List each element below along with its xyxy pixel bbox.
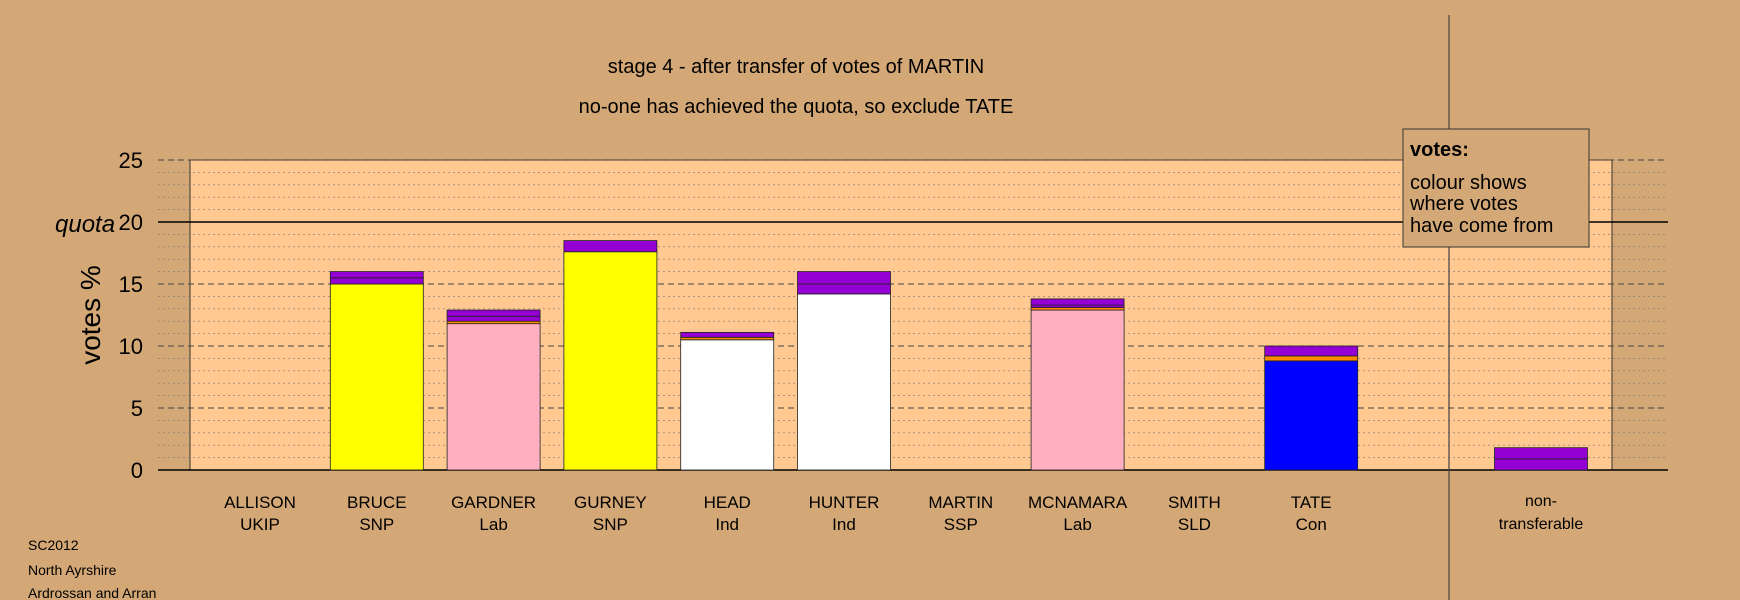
quota-label: quota	[55, 211, 115, 238]
chart-title: stage 4 - after transfer of votes of MAR…	[608, 56, 984, 78]
y-tick-label: 5	[131, 396, 143, 421]
candidate-name-label: MCNAMARA	[1028, 493, 1128, 512]
legend: votes: colour shows where votes have com…	[1402, 128, 1590, 248]
bar-gardner	[446, 309, 541, 471]
bar-segment	[563, 251, 658, 471]
footer-line-2: North Ayrshire	[28, 562, 117, 578]
plot-area	[189, 159, 1613, 471]
candidate-party-label: UKIP	[240, 515, 280, 534]
bar-segment	[1030, 309, 1125, 471]
bar-segment	[563, 240, 658, 253]
bar-gurney	[563, 240, 658, 471]
bar-segment	[680, 339, 775, 471]
y-tick-label: 10	[119, 334, 143, 359]
candidate-name-label: HUNTER	[809, 493, 880, 512]
bar-segment	[329, 283, 424, 471]
bars	[329, 240, 1588, 471]
chart-subtitle: no-one has achieved the quota, so exclud…	[579, 96, 1014, 118]
candidate-party-label: SNP	[593, 515, 628, 534]
candidate-name-label: GURNEY	[574, 493, 647, 512]
bar-nontransferable	[1494, 447, 1588, 471]
candidate-name-label: ALLISON	[224, 493, 296, 512]
bar-segment	[797, 293, 891, 471]
x-axis-labels: ALLISON UKIP BRUCE SNP GARDNER Lab GURNEY SNP HE…	[224, 493, 1332, 534]
legend-line-1: colour shows	[1410, 172, 1527, 194]
candidate-party-label: SLD	[1178, 515, 1211, 534]
y-tick-label: 25	[119, 148, 143, 173]
bar-segment	[446, 309, 541, 317]
bar-segment	[1264, 345, 1359, 357]
bar-segment	[1494, 447, 1588, 460]
bar-segment	[446, 315, 541, 322]
y-tick-label: 0	[131, 458, 143, 483]
legend-title: votes:	[1410, 139, 1469, 161]
nontransferable-label-line2: transferable	[1499, 516, 1584, 533]
candidate-party-label: Ind	[832, 515, 856, 534]
bar-segment	[680, 331, 775, 338]
nontransferable-label-line1: non-	[1525, 493, 1557, 510]
bar-segment	[329, 271, 424, 279]
candidate-name-label: SMITH	[1168, 493, 1221, 512]
candidate-name-label: MARTIN	[928, 493, 993, 512]
footer-line-3: Ardrossan and Arran	[28, 585, 156, 600]
legend-line-3: have come from	[1410, 215, 1553, 237]
bar-segment	[1030, 298, 1125, 306]
y-axis-ticks: 0 5 10 15 20 25	[119, 148, 143, 483]
bar-hunter	[797, 271, 891, 471]
candidate-party-label: SSP	[944, 515, 978, 534]
bar-mcnamara	[1030, 298, 1125, 471]
y-tick-label: 20	[119, 210, 143, 235]
candidate-party-label: Con	[1296, 515, 1327, 534]
y-axis-label: votes %	[75, 265, 106, 365]
candidate-name-label: BRUCE	[347, 493, 407, 512]
bar-segment	[797, 271, 891, 285]
candidate-party-label: SNP	[359, 515, 394, 534]
bar-segment	[329, 277, 424, 285]
legend-box	[1402, 128, 1590, 248]
bar-segment	[1264, 360, 1359, 471]
y-tick-label: 15	[119, 272, 143, 297]
candidate-party-label: Lab	[1063, 515, 1091, 534]
candidate-name-label: GARDNER	[451, 493, 536, 512]
bar-segment	[446, 323, 541, 471]
bar-tate	[1264, 345, 1359, 471]
legend-line-2: where votes	[1409, 193, 1518, 215]
candidate-party-label: Lab	[479, 515, 507, 534]
bar-segment	[1494, 458, 1588, 471]
bar-segment	[797, 283, 891, 295]
footer-line-1: SC2012	[28, 537, 79, 553]
candidate-party-label: Ind	[715, 515, 739, 534]
candidate-name-label: HEAD	[704, 493, 751, 512]
bar-head	[680, 331, 775, 471]
candidate-name-label: TATE	[1291, 493, 1332, 512]
bar-segment	[1264, 355, 1359, 362]
bar-bruce	[329, 271, 424, 471]
